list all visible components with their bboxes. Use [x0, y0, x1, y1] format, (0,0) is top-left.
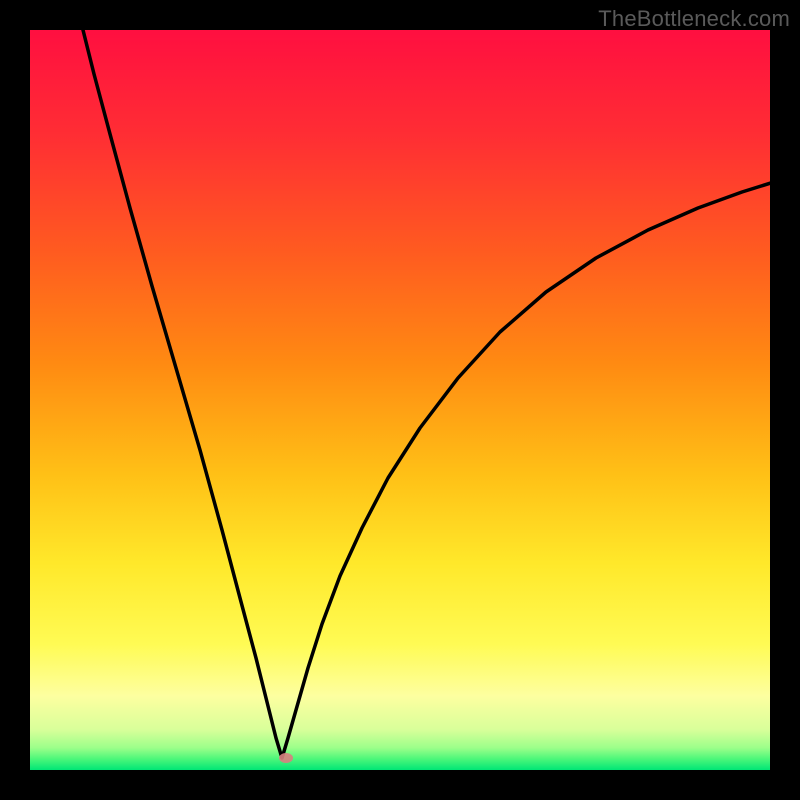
plot-area [30, 30, 770, 770]
bottleneck-curve [30, 30, 770, 770]
optimal-point-marker [279, 753, 293, 763]
curve-path [82, 30, 770, 758]
watermark-text: TheBottleneck.com [598, 6, 790, 32]
